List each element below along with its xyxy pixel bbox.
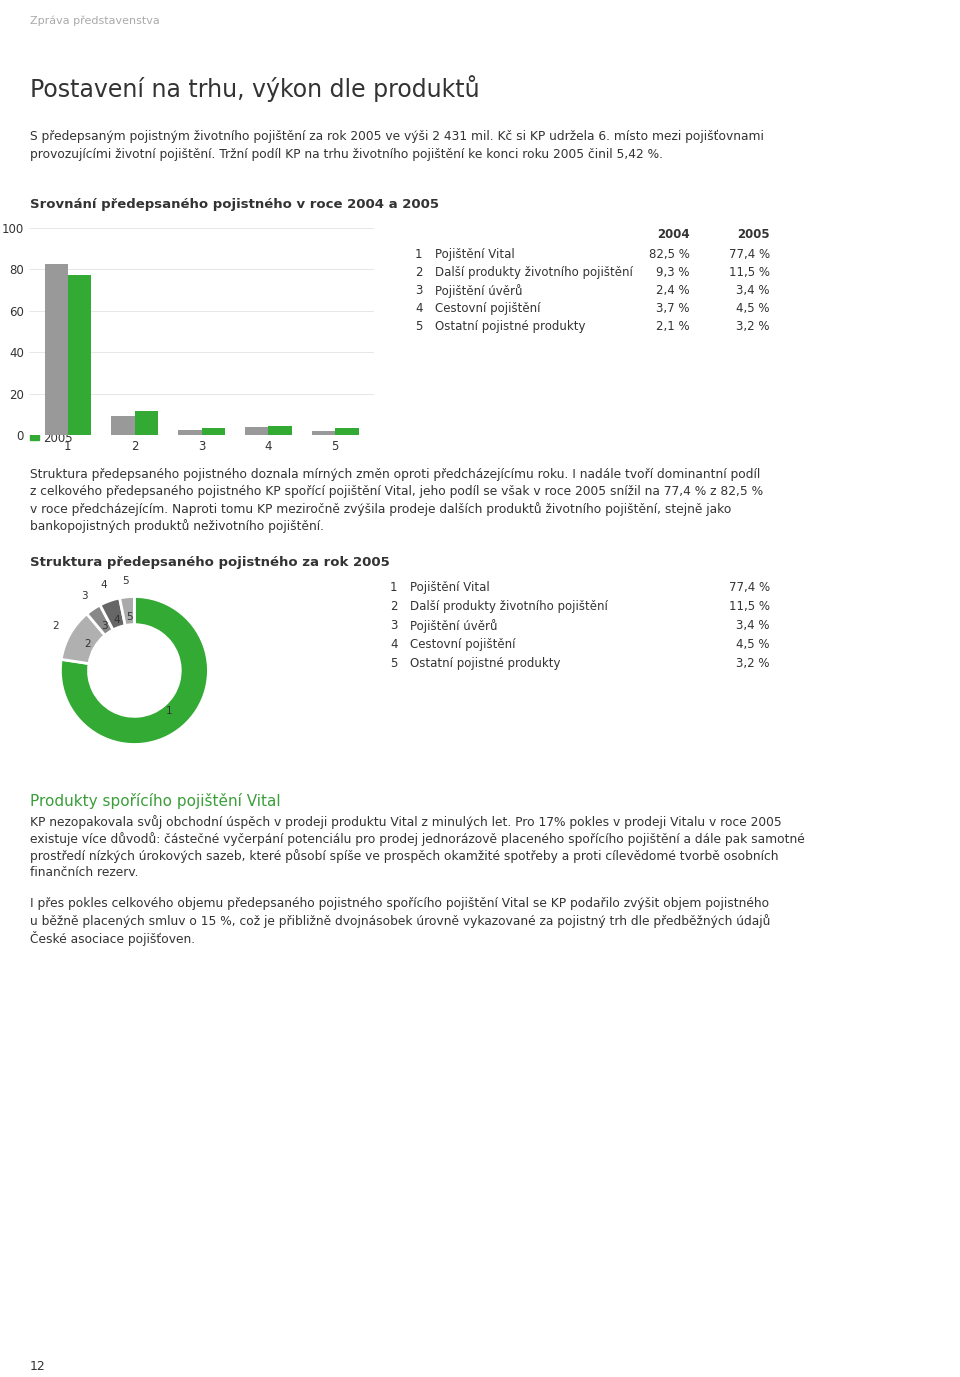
Text: 1: 1 <box>166 706 173 716</box>
Text: 2,4 %: 2,4 % <box>657 284 690 297</box>
Text: Další produkty životního pojištění: Další produkty životního pojištění <box>410 600 608 613</box>
Text: 3,4 %: 3,4 % <box>736 620 770 632</box>
Text: Cestovní pojištění: Cestovní pojištění <box>410 638 516 651</box>
Text: 3: 3 <box>415 284 422 297</box>
Text: Postavení na trhu, výkon dle produktů: Postavení na trhu, výkon dle produktů <box>30 74 480 102</box>
Bar <box>134 412 158 435</box>
Bar <box>111 416 134 435</box>
Text: Pojištění Vital: Pojištění Vital <box>410 581 490 593</box>
Text: provozujícími životní pojištění. Tržní podíl KP na trhu životního pojištění ke k: provozujícími životní pojištění. Tržní p… <box>30 147 663 161</box>
Text: 4,5 %: 4,5 % <box>736 302 770 315</box>
Text: 2,1 %: 2,1 % <box>657 319 690 333</box>
Text: 2: 2 <box>390 600 397 613</box>
Text: 11,5 %: 11,5 % <box>729 266 770 280</box>
Bar <box>245 427 269 435</box>
Bar <box>30 414 39 424</box>
Text: 2005: 2005 <box>737 229 770 241</box>
Text: 3,2 %: 3,2 % <box>736 319 770 333</box>
Text: 2: 2 <box>415 266 422 280</box>
Bar <box>312 431 335 435</box>
Text: Pojištění úvěrů: Pojištění úvěrů <box>435 284 522 297</box>
Text: 4: 4 <box>415 302 422 315</box>
Text: bankopojistných produktů neživotního pojištění.: bankopojistných produktů neživotního poj… <box>30 519 324 533</box>
Text: 3,2 %: 3,2 % <box>736 657 770 671</box>
Text: České asociace pojišťoven.: České asociace pojišťoven. <box>30 931 195 946</box>
Text: 5: 5 <box>126 613 132 622</box>
Text: Ostatní pojistné produkty: Ostatní pojistné produkty <box>410 657 561 671</box>
Bar <box>179 430 202 435</box>
Text: 1: 1 <box>415 248 422 262</box>
Text: 5: 5 <box>415 319 422 333</box>
Text: KP nezopakovala svůj obchodní úspěch v prodeji produktu Vital z minulých let. Pr: KP nezopakovala svůj obchodní úspěch v p… <box>30 815 781 829</box>
Wedge shape <box>100 598 125 629</box>
Text: v roce předcházejícím. Naproti tomu KP meziročně zvýšila prodeje dalších produkt: v roce předcházejícím. Naproti tomu KP m… <box>30 503 732 516</box>
Wedge shape <box>61 614 105 664</box>
Wedge shape <box>120 596 134 625</box>
Text: Pojištění úvěrů: Pojištění úvěrů <box>410 620 497 633</box>
Text: Další produkty životního pojištění: Další produkty životního pojištění <box>435 266 633 280</box>
Wedge shape <box>60 596 208 745</box>
Text: z celkového předepsaného pojistného KP spořící pojištění Vital, jeho podíl se vš: z celkového předepsaného pojistného KP s… <box>30 485 763 498</box>
Text: Pojištění Vital: Pojištění Vital <box>435 248 515 262</box>
Text: finančních rezerv.: finančních rezerv. <box>30 866 138 879</box>
Wedge shape <box>86 605 113 635</box>
Text: 9,3 %: 9,3 % <box>657 266 690 280</box>
Text: prostředí nízkých úrokových sazeb, které působí spíše ve prospěch okamžité spotř: prostředí nízkých úrokových sazeb, které… <box>30 850 779 863</box>
Text: u běžně placených smluv o 15 %, což je přibližně dvojnásobek úrovně vykazované z: u běžně placených smluv o 15 %, což je p… <box>30 914 770 928</box>
Text: existuje více důvodů: částečné vyčerpání potenciálu pro prodej jednorázově place: existuje více důvodů: částečné vyčerpání… <box>30 832 804 845</box>
Bar <box>68 275 91 435</box>
Bar <box>269 425 292 435</box>
Text: 1: 1 <box>390 581 397 593</box>
Text: Produkty spořícího pojištění Vital: Produkty spořícího pojištění Vital <box>30 793 280 810</box>
Bar <box>30 431 39 441</box>
Text: 2: 2 <box>53 621 59 631</box>
Text: Ostatní pojistné produkty: Ostatní pojistné produkty <box>435 319 586 333</box>
Text: 77,4 %: 77,4 % <box>729 581 770 593</box>
Bar <box>44 264 68 435</box>
Text: 12: 12 <box>30 1360 46 1373</box>
Text: 2: 2 <box>84 639 91 650</box>
Bar <box>202 428 225 435</box>
Text: 3: 3 <box>81 591 87 600</box>
Text: 4,5 %: 4,5 % <box>736 638 770 651</box>
Text: 4: 4 <box>113 616 120 625</box>
Text: 11,5 %: 11,5 % <box>729 600 770 613</box>
Text: 82,5 %: 82,5 % <box>649 248 690 262</box>
Text: 2004: 2004 <box>43 416 73 430</box>
Text: Zpráva představenstva: Zpráva představenstva <box>30 15 159 26</box>
Text: Struktura předepsaného pojistného doznala mírných změn oproti předcházejícímu ro: Struktura předepsaného pojistného doznal… <box>30 468 760 481</box>
Text: Srovnání předepsaného pojistného v roce 2004 a 2005: Srovnání předepsaného pojistného v roce … <box>30 198 439 211</box>
Text: 5: 5 <box>122 576 129 585</box>
Text: 3,7 %: 3,7 % <box>657 302 690 315</box>
Text: Struktura předepsaného pojistného za rok 2005: Struktura předepsaného pojistného za rok… <box>30 556 390 569</box>
Text: 3,4 %: 3,4 % <box>736 284 770 297</box>
Text: 5: 5 <box>390 657 397 671</box>
Text: 3: 3 <box>390 620 397 632</box>
Text: 4: 4 <box>101 581 108 591</box>
Text: 77,4 %: 77,4 % <box>729 248 770 262</box>
Text: 4: 4 <box>390 638 397 651</box>
Bar <box>335 428 359 435</box>
Text: 2005: 2005 <box>43 432 73 445</box>
Text: I přes pokles celkového objemu předepsaného pojistného spořícího pojištění Vital: I přes pokles celkového objemu předepsan… <box>30 896 769 910</box>
Text: Cestovní pojištění: Cestovní pojištění <box>435 302 540 315</box>
Text: S předepsaným pojistným životního pojištění za rok 2005 ve výši 2 431 mil. Kč si: S předepsaným pojistným životního pojišt… <box>30 129 764 143</box>
Text: 2004: 2004 <box>658 229 690 241</box>
Text: 3: 3 <box>102 621 108 631</box>
